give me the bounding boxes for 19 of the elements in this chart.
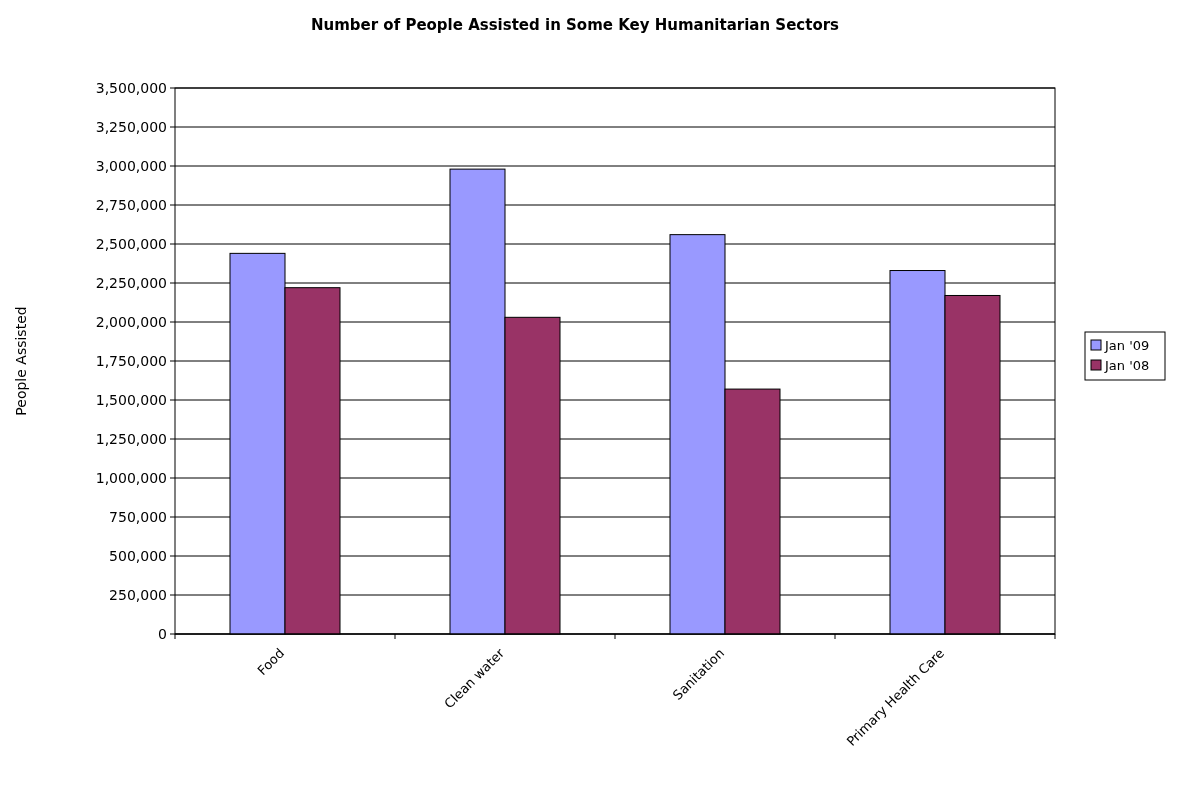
y-tick-label: 2,000,000 [95,313,167,330]
y-tick-label: 1,000,000 [95,469,167,486]
y-tick-label: 500,000 [109,547,167,564]
y-tick-label: 1,750,000 [95,352,167,369]
y-tick-label: 3,500,000 [95,79,167,96]
legend-label: Jan '09 [1104,337,1150,353]
y-axis-title: People Assisted [13,306,29,416]
chart-title: Number of People Assisted in Some Key Humanitarian Sectors [310,16,840,34]
y-tick-label: 1,500,000 [95,391,167,408]
y-tick-label: 250,000 [109,586,167,603]
y-tick-label: 0 [158,625,167,642]
y-tick-label: 750,000 [109,508,167,525]
y-tick-label: 2,750,000 [95,196,167,213]
legend-label: Jan '08 [1104,357,1150,373]
y-tick-label: 3,250,000 [95,118,167,135]
y-tick-label: 1,250,000 [95,430,167,447]
y-tick-label: 2,500,000 [95,235,167,252]
y-tick-label: 3,000,000 [95,157,167,174]
y-tick-label: 2,250,000 [95,274,167,291]
